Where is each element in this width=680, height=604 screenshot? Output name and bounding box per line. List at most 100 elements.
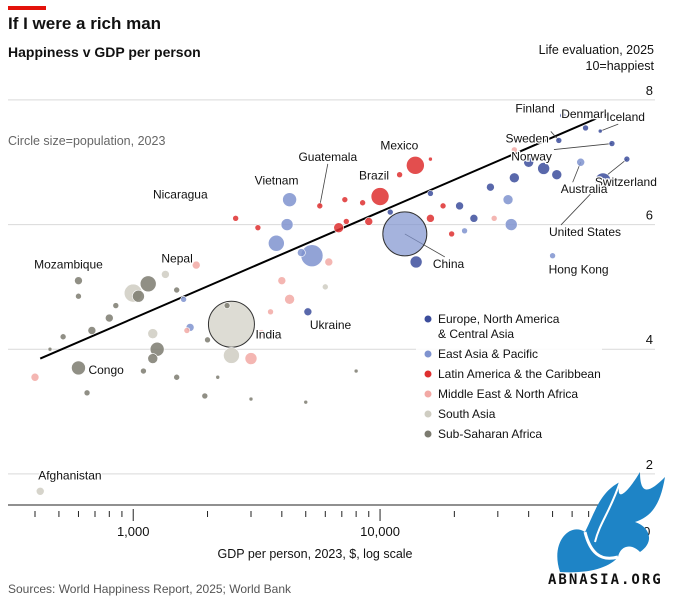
point-mena-59 xyxy=(183,327,191,334)
point-latam-44 xyxy=(343,218,350,225)
point-australia xyxy=(576,157,585,167)
point-iceland xyxy=(597,128,603,134)
point-denmark xyxy=(582,124,589,132)
label-china: China xyxy=(433,257,465,271)
point-africa-84 xyxy=(47,346,53,352)
point-nepal xyxy=(161,270,170,279)
point-mena-52 xyxy=(277,276,287,285)
point-africa-83 xyxy=(140,367,147,375)
point-mozambique xyxy=(74,276,83,285)
point-hong-kong xyxy=(549,252,556,260)
point-europe-27 xyxy=(455,201,464,211)
legend-swatch-eastasia xyxy=(424,350,432,358)
y-tick-labels: 2 4 6 8 xyxy=(646,83,653,472)
legend-swatch-europe xyxy=(424,315,432,323)
point-guatemala xyxy=(316,202,324,210)
label-mexico: Mexico xyxy=(380,138,418,152)
point-latam-49 xyxy=(341,196,349,203)
label-norway: Norway xyxy=(511,150,552,164)
label-denmark: Denmark xyxy=(561,107,611,121)
y-tick-label-8: 8 xyxy=(646,83,653,98)
watermark-text: ABNASIA.ORG xyxy=(548,572,663,588)
label-nepal: Nepal xyxy=(161,251,192,265)
point-africa-71 xyxy=(59,333,67,341)
point-europe-25 xyxy=(551,169,563,181)
label-brazil: Brazil xyxy=(359,169,389,183)
label-guatemala: Guatemala xyxy=(298,150,357,164)
label-india: India xyxy=(255,327,281,341)
point-europe-24 xyxy=(486,182,495,192)
point-mena-51 xyxy=(324,257,334,267)
trendline-line xyxy=(39,117,597,360)
point-finland xyxy=(559,112,567,119)
accent-bar xyxy=(8,6,46,10)
y-axis-label-line1: Life evaluation, 2025 xyxy=(538,43,654,57)
point-africa-87 xyxy=(248,396,254,402)
y-tick-label-6: 6 xyxy=(646,208,653,223)
point-europe-26 xyxy=(409,255,423,269)
point-china xyxy=(382,211,428,257)
point-eastasia-33 xyxy=(280,218,294,231)
point-mena-53 xyxy=(284,294,295,305)
legend-swatch-africa xyxy=(424,430,432,438)
point-africa-70 xyxy=(87,326,97,335)
point-mena-58 xyxy=(30,372,40,382)
point-ukraine xyxy=(303,307,313,317)
label-mozambique: Mozambique xyxy=(34,258,103,272)
point-eastasia-32 xyxy=(502,194,514,205)
point-eastasia-38 xyxy=(180,296,187,303)
point-mena-61 xyxy=(490,215,498,222)
point-africa-69 xyxy=(105,313,114,323)
point-africa-67 xyxy=(132,289,145,303)
point-eastasia-39 xyxy=(461,227,468,235)
point-switzerland xyxy=(623,155,631,163)
point-mena-56 xyxy=(244,352,258,365)
point-vietnam xyxy=(282,192,297,207)
legend-label-latam: Latin America & the Caribbean xyxy=(438,367,601,381)
point-africa-78 xyxy=(215,374,221,380)
point-mena-57 xyxy=(191,260,201,270)
point-africa-82 xyxy=(83,389,91,397)
x-axis-label: GDP per person, 2023, $, log scale xyxy=(217,547,412,561)
point-europe-22 xyxy=(537,162,550,175)
point-latam-41 xyxy=(428,156,433,162)
point-latam-40 xyxy=(426,214,435,223)
point-africa-77 xyxy=(173,373,180,381)
y-axis-label: Life evaluation, 2025 10=happiest xyxy=(539,42,654,74)
dragon-logo-icon xyxy=(557,472,665,573)
leader-norway xyxy=(553,143,612,150)
point-europe-28 xyxy=(427,190,434,197)
legend-swatch-southasia xyxy=(424,410,432,418)
source-note: Sources: World Happiness Report, 2025; W… xyxy=(8,582,292,596)
point-latam-47 xyxy=(254,224,262,231)
point-europe-23 xyxy=(509,172,520,184)
point-southasia-65 xyxy=(321,283,329,291)
leader-iceland xyxy=(600,123,619,132)
chart-title: If I were a rich man xyxy=(8,14,162,33)
legend-swatch-latam xyxy=(424,370,432,378)
point-latam-46 xyxy=(364,217,374,226)
label-hong-kong: Hong Kong xyxy=(549,263,609,277)
point-latam-50 xyxy=(448,230,455,238)
point-africa-75 xyxy=(173,286,180,294)
legend: Europe, North America & Central Asia East … xyxy=(416,306,602,448)
point-southasia-64 xyxy=(147,328,159,339)
label-switzerland: Switzerland xyxy=(595,175,657,189)
point-norway xyxy=(608,140,616,147)
legend-label-mena: Middle East & North Africa xyxy=(438,387,578,401)
legend-label-southasia: South Asia xyxy=(438,407,496,421)
trendline xyxy=(39,117,597,360)
leader-united-states xyxy=(560,180,604,226)
point-latam-42 xyxy=(396,171,403,179)
point-india xyxy=(207,300,255,348)
legend-label-europe: Europe, North America & Central Asia xyxy=(438,312,560,341)
point-africa-68 xyxy=(112,302,120,309)
point-sweden xyxy=(555,137,563,144)
point-europe-21 xyxy=(523,156,534,168)
label-sweden: Sweden xyxy=(505,131,548,145)
point-africa-76 xyxy=(184,259,190,265)
label-afghanistan: Afghanistan xyxy=(38,468,101,482)
label-nicaragua: Nicaragua xyxy=(153,187,208,201)
